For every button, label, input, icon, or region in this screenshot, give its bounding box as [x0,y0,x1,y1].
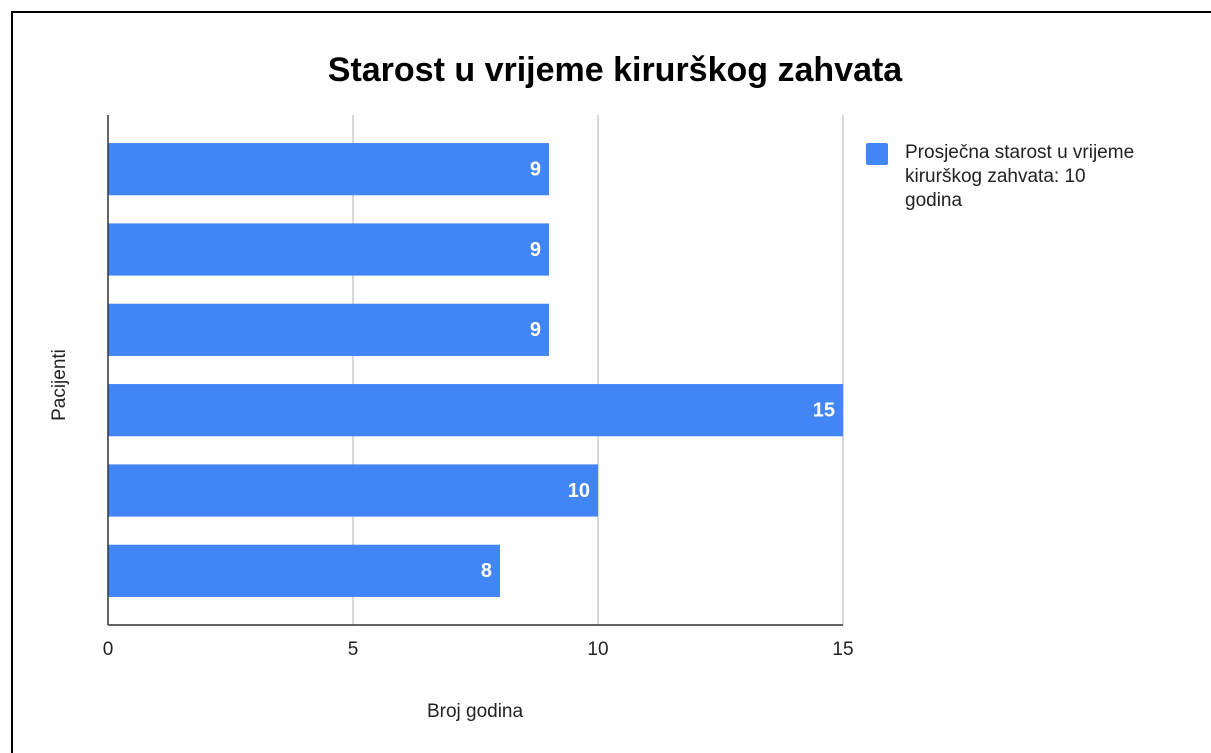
bar [108,544,500,597]
data-label: 9 [530,239,541,261]
bar [108,384,843,437]
x-tick-label: 5 [348,639,359,660]
x-axis-label: Broj godina [427,701,524,722]
chart-title: Starost u vrijeme kirurškog zahvata [328,51,904,89]
data-label: 9 [530,158,541,180]
data-label: 10 [568,480,590,502]
x-tick-label: 15 [832,639,853,660]
x-tick-label: 0 [103,639,114,660]
legend-entry: Prosječna starost u vrijeme kirurškog za… [905,142,1135,211]
data-label: 9 [530,319,541,341]
data-label: 8 [481,560,492,582]
frame [11,11,1211,753]
bar [108,464,598,517]
legend-label: Prosječna starost u vrijeme kirurškog za… [905,142,1135,211]
data-label: 15 [813,399,835,421]
bar [108,303,549,356]
bar [108,143,549,196]
legend-swatch [866,143,888,165]
x-tick-label: 10 [587,639,608,660]
y-axis-label: Pacijenti [49,349,70,421]
bar [108,223,549,276]
